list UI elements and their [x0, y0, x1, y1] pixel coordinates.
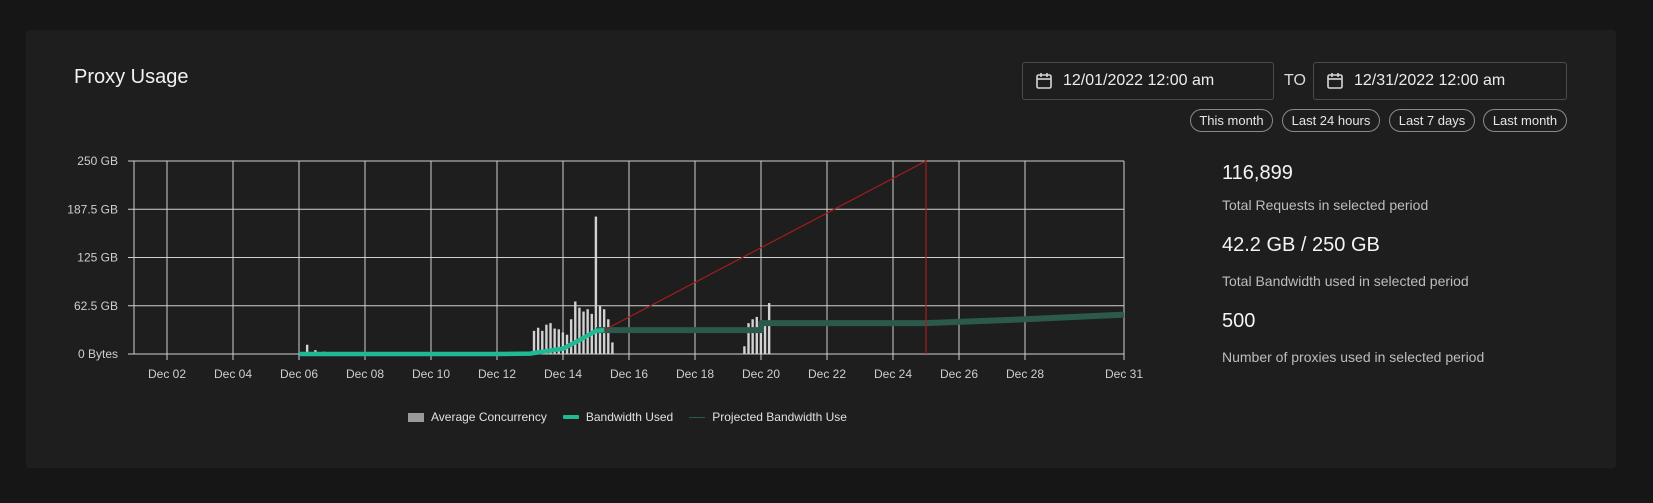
concurrency-bar: [578, 307, 581, 354]
x-tick-label: Dec 24: [874, 367, 912, 381]
date-to-value: 12/31/2022 12:00 am: [1354, 72, 1506, 89]
stat-total-requests-label: Total Requests in selected period: [1222, 197, 1429, 213]
stat-proxies-value: 500: [1222, 310, 1256, 332]
legend-average-concurrency[interactable]: Average Concurrency: [408, 410, 547, 424]
concurrency-bar: [574, 301, 577, 354]
legend-label: Bandwidth Used: [585, 410, 674, 424]
concurrency-bar: [759, 321, 763, 354]
x-tick-label: Dec 26: [940, 367, 978, 381]
legend-label: Average Concurrency: [431, 410, 547, 424]
series-line-projected-bandwidth: [596, 311, 1125, 334]
concurrency-bar: [569, 319, 573, 354]
x-tick-label: Dec 08: [346, 367, 384, 381]
legend-swatch-projected: [689, 416, 706, 418]
concurrency-bar: [582, 311, 585, 354]
concurrency-bar: [743, 346, 746, 354]
proxy-usage-chart: 0 Bytes 62.5 GB 125 GB 187.5 GB 250 GB Dec 02…: [67, 154, 1143, 381]
concurrency-bar: [751, 319, 754, 354]
date-from-picker[interactable]: 12/01/2022 12:00 am: [1022, 62, 1274, 100]
y-tick-label: 250 GB: [77, 154, 118, 168]
x-tick-label: Dec 14: [544, 367, 582, 381]
concurrency-bar: [305, 344, 309, 354]
concurrency-bar: [541, 330, 544, 354]
date-to-picker[interactable]: 12/31/2022 12:00 am: [1313, 62, 1567, 100]
concurrency-bar: [767, 303, 771, 354]
stat-proxies-label: Number of proxies used in selected perio…: [1222, 349, 1485, 365]
preset-this-month-button[interactable]: This month: [1190, 109, 1273, 132]
x-tick-label: Dec 04: [214, 367, 252, 381]
x-tick-label: Dec 16: [610, 367, 648, 381]
chart-legend: Average Concurrency Bandwidth Used Proje…: [408, 410, 863, 424]
y-tick-label: 187.5 GB: [67, 202, 118, 216]
legend-projected-bandwidth[interactable]: Projected Bandwidth Use: [689, 410, 847, 424]
legend-swatch-concurrency: [408, 412, 424, 422]
concurrency-bar: [557, 329, 560, 354]
concurrency-bar: [536, 327, 540, 354]
series-line-bandwidth-limit: [603, 160, 927, 354]
to-label: TO: [1284, 72, 1306, 89]
proxy-usage-card: Proxy Usage 12/01/2022 12:00 am TO 12/31…: [26, 30, 1616, 468]
concurrency-bar: [747, 323, 750, 354]
x-tick-label: Dec 22: [808, 367, 846, 381]
calendar-icon: [1327, 73, 1343, 89]
stat-total-requests-value: 116,899: [1222, 162, 1293, 184]
stat-total-bandwidth-label: Total Bandwidth used in selected period: [1222, 273, 1469, 289]
x-tick-label: Dec 02: [148, 367, 186, 381]
stat-total-bandwidth-value: 42.2 GB / 250 GB: [1222, 234, 1380, 256]
concurrency-bar: [553, 328, 556, 354]
preset-last-7-days-button[interactable]: Last 7 days: [1389, 109, 1475, 132]
concurrency-bar: [532, 330, 536, 354]
legend-label: Projected Bandwidth Use: [712, 410, 847, 424]
series-line-bandwidth-used: [299, 327, 605, 357]
preset-last-24-hours-button[interactable]: Last 24 hours: [1282, 109, 1380, 132]
concurrency-bar: [549, 323, 552, 354]
x-tick-label: Dec 28: [1006, 367, 1044, 381]
x-tick-label: Dec 20: [742, 367, 780, 381]
concurrency-bar: [594, 216, 598, 354]
preset-last-month-button[interactable]: Last month: [1483, 109, 1567, 132]
card-title: Proxy Usage: [74, 66, 189, 88]
concurrency-bar: [611, 342, 614, 354]
x-tick-label: Dec 18: [676, 367, 714, 381]
legend-swatch-bandwidth: [562, 415, 579, 419]
concurrency-bar: [763, 323, 767, 354]
concurrency-bar: [561, 332, 565, 354]
concurrency-bar: [755, 316, 758, 354]
y-tick-label: 62.5 GB: [74, 299, 118, 313]
date-from-value: 12/01/2022 12:00 am: [1063, 72, 1215, 89]
x-tick-label: Dec 06: [280, 367, 318, 381]
calendar-icon: [1036, 73, 1052, 89]
x-tick-label: Dec 31: [1105, 367, 1143, 381]
concurrency-bar: [586, 309, 589, 354]
y-tick-label: 0 Bytes: [78, 347, 118, 361]
concurrency-bar: [545, 324, 548, 354]
y-tick-label: 125 GB: [77, 251, 118, 265]
x-tick-label: Dec 10: [412, 367, 450, 381]
concurrency-bar: [607, 319, 610, 354]
legend-bandwidth-used[interactable]: Bandwidth Used: [562, 410, 674, 424]
x-tick-label: Dec 12: [478, 367, 516, 381]
